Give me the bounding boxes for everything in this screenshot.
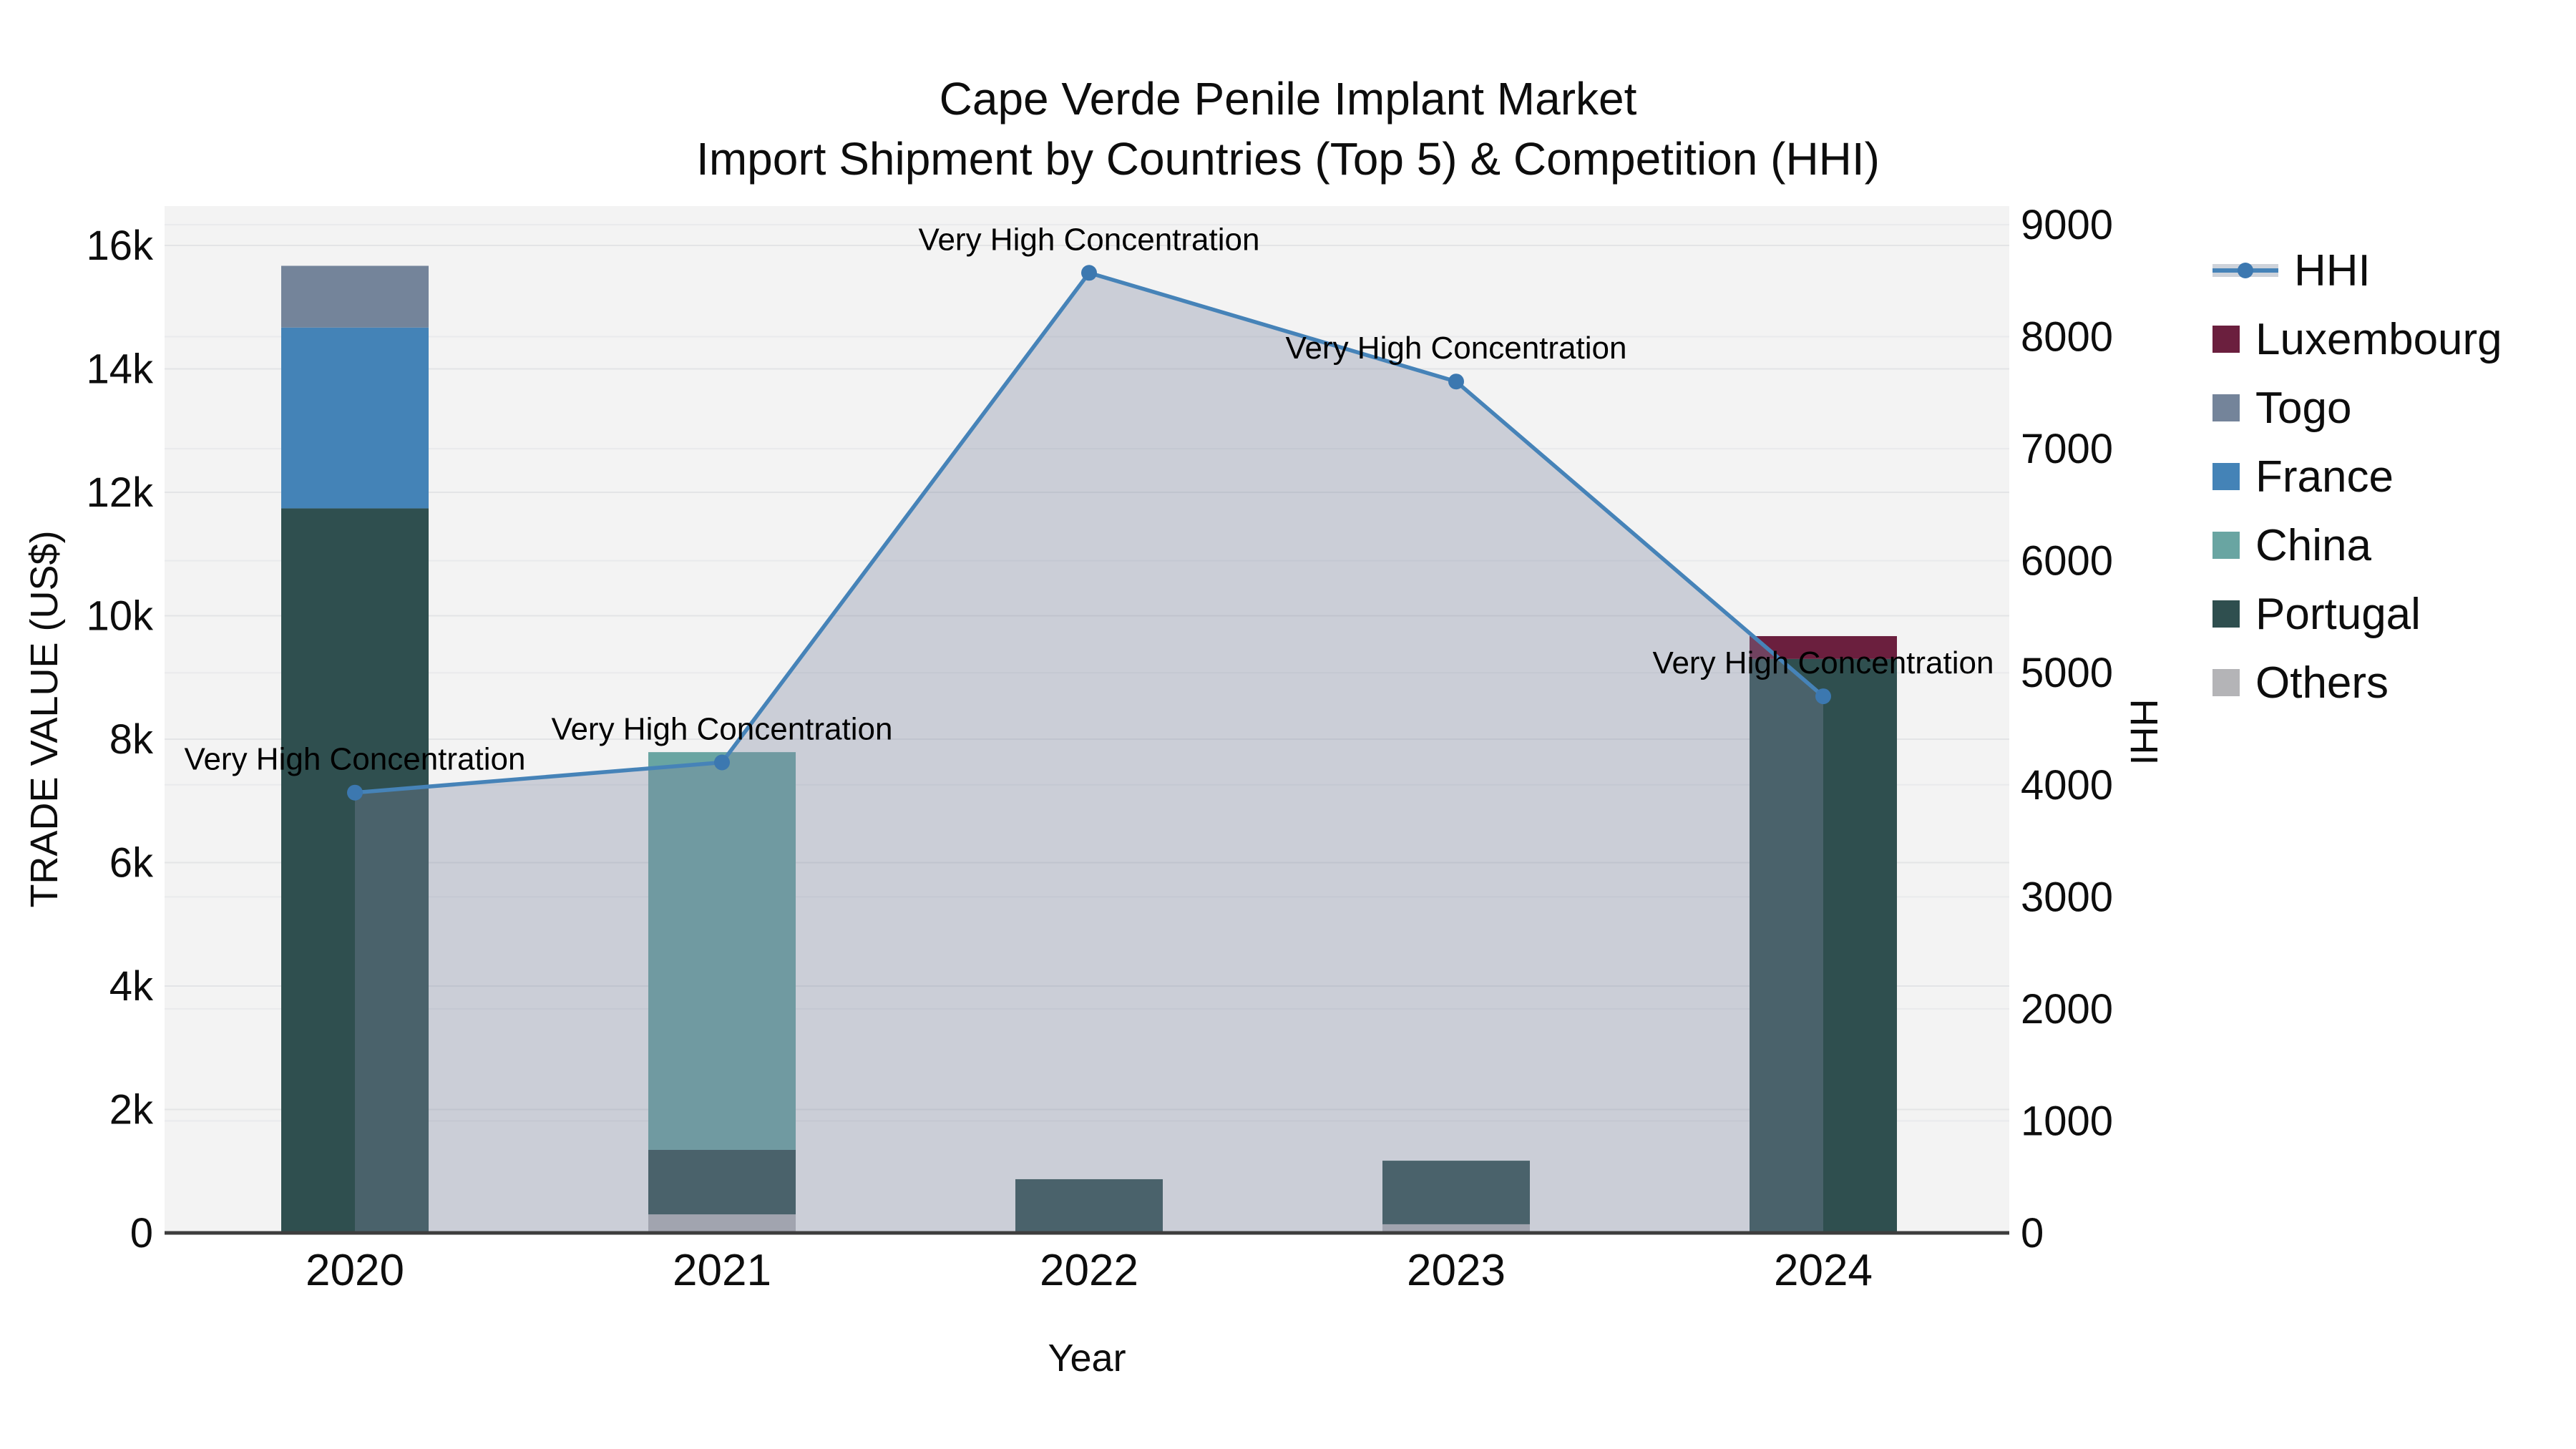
y-left-tick-label: 8k <box>109 716 154 763</box>
y-left-tick-label: 4k <box>109 963 154 1010</box>
y-right-tick-label: 5000 <box>2021 650 2113 696</box>
annotation-2024: Very High Concentration <box>1653 645 1994 680</box>
legend-item-luxembourg[interactable]: Luxembourg <box>2212 305 2502 374</box>
y-left-tick-label: 10k <box>86 593 154 640</box>
hhi-marker-2022[interactable] <box>1081 265 1097 281</box>
legend-item-china[interactable]: China <box>2212 511 2502 580</box>
legend-item-others[interactable]: Others <box>2212 648 2502 717</box>
bar-segment-togo-2020[interactable] <box>281 265 429 328</box>
legend-item-togo[interactable]: Togo <box>2212 374 2502 442</box>
others-swatch <box>2212 669 2240 696</box>
y-right-tick-label: 6000 <box>2021 538 2113 585</box>
legend-label: Togo <box>2255 383 2352 433</box>
legend-label: Others <box>2255 658 2389 708</box>
y-right-tick-label: 0 <box>2021 1210 2044 1257</box>
togo-swatch <box>2212 394 2240 421</box>
hhi-marker-2024[interactable] <box>1815 688 1831 705</box>
annotation-2021: Very High Concentration <box>552 712 893 747</box>
legend-item-france[interactable]: France <box>2212 442 2502 511</box>
legend-label: China <box>2255 520 2371 570</box>
y-right-tick-label: 4000 <box>2021 762 2113 809</box>
legend-label: Luxembourg <box>2255 314 2502 364</box>
legend-label: HHI <box>2294 245 2371 296</box>
legend-label: Portugal <box>2255 589 2421 639</box>
y-left-tick-label: 16k <box>86 223 154 269</box>
bar-segment-portugal-2024[interactable] <box>1750 658 1897 1233</box>
china-swatch <box>2212 532 2240 559</box>
plot-area: Very High Concentration Very High Concent… <box>86 202 2113 1295</box>
y-left-tick-label: 14k <box>86 346 154 393</box>
chart-title: Cape Verde Penile Implant Market Import … <box>0 69 2576 189</box>
legend: HHI Luxembourg Togo France China Portuga… <box>2212 236 2502 717</box>
bar-segment-portugal-2022[interactable] <box>1015 1179 1163 1233</box>
y-left-tick-label: 6k <box>109 840 154 887</box>
y-axis-title-right: HHI <box>2122 698 2165 766</box>
x-tick-label-2024: 2024 <box>1774 1246 1873 1295</box>
hhi-area-fill <box>355 273 1823 1233</box>
bar-segment-portugal-2020[interactable] <box>281 508 429 1233</box>
legend-item-hhi[interactable]: HHI <box>2212 236 2502 305</box>
bar-segment-china-2021[interactable] <box>648 752 796 1150</box>
annotation-2020: Very High Concentration <box>185 742 526 777</box>
bar-segment-portugal-2023[interactable] <box>1382 1161 1530 1224</box>
y-left-tick-label: 12k <box>86 469 154 516</box>
annotation-2022: Very High Concentration <box>919 222 1260 257</box>
x-tick-label-2023: 2023 <box>1407 1246 1506 1295</box>
x-tick-label-2022: 2022 <box>1040 1246 1138 1295</box>
plot-background <box>165 206 2009 1233</box>
hhi-marker-2020[interactable] <box>347 784 363 801</box>
bar-segment-others-2023[interactable] <box>1382 1224 1530 1233</box>
legend-item-portugal[interactable]: Portugal <box>2212 580 2502 648</box>
y-right-tick-label: 1000 <box>2021 1098 2113 1144</box>
x-tick-label-2020: 2020 <box>306 1246 404 1295</box>
bar-segment-france-2020[interactable] <box>281 327 429 509</box>
y-left-tick-label: 2k <box>109 1087 154 1133</box>
bar-segment-portugal-2021[interactable] <box>648 1149 796 1215</box>
portugal-swatch <box>2212 600 2240 628</box>
luxembourg-swatch <box>2212 326 2240 353</box>
x-tick-label-2021: 2021 <box>673 1246 771 1295</box>
y-right-tick-label: 9000 <box>2021 202 2113 248</box>
y-left-tick-label: 0 <box>130 1210 153 1257</box>
hhi-marker-dot <box>2238 263 2253 278</box>
y-right-tick-label: 7000 <box>2021 426 2113 472</box>
hhi-marker-2023[interactable] <box>1448 374 1464 390</box>
hhi-line-swatch <box>2212 256 2278 285</box>
y-right-tick-label: 8000 <box>2021 314 2113 361</box>
annotation-2023: Very High Concentration <box>1286 331 1627 366</box>
y-right-tick-label: 2000 <box>2021 986 2113 1033</box>
hhi-marker-2021[interactable] <box>714 754 730 771</box>
bar-segment-others-2021[interactable] <box>648 1214 796 1233</box>
chart-title-line2: Import Shipment by Countries (Top 5) & C… <box>696 133 1880 185</box>
chart-title-line1: Cape Verde Penile Implant Market <box>939 73 1637 125</box>
x-axis-title: Year <box>1048 1337 1126 1380</box>
france-swatch <box>2212 463 2240 490</box>
legend-label: France <box>2255 452 2394 502</box>
y-axis-title-left: TRADE VALUE (US$) <box>23 530 66 908</box>
y-right-tick-label: 3000 <box>2021 874 2113 920</box>
